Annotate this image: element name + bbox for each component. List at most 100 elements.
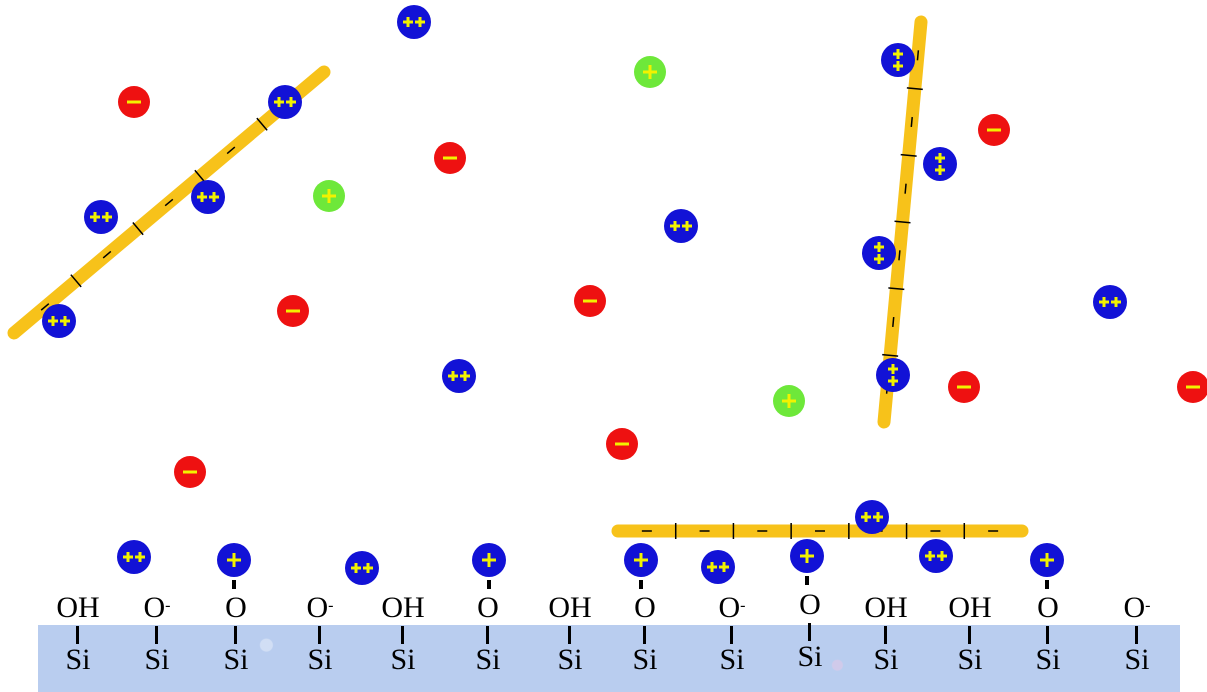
surface-group-label: O	[780, 590, 840, 620]
surface-group-label: O	[615, 593, 675, 623]
cation-body	[1093, 285, 1127, 319]
rod-segment-mark	[894, 220, 911, 224]
group-text: O	[225, 591, 247, 624]
bound-cation	[1030, 543, 1064, 577]
bound-cation	[472, 543, 506, 577]
polyelectrolyte-rod	[7, 65, 331, 340]
surface-group-label: OH	[48, 593, 108, 623]
cation-body	[664, 209, 698, 243]
surface-group-label: OH	[940, 593, 1000, 623]
charge-superscript: -	[740, 597, 746, 614]
cation-body	[268, 85, 302, 119]
cation-body	[345, 551, 379, 585]
silicon-label: Si	[223, 643, 249, 676]
rod-segment-mark	[70, 274, 82, 288]
silicon-label: Si	[65, 643, 91, 676]
monovalent-cation	[313, 180, 345, 212]
silicon-label: Si	[632, 643, 658, 676]
si-o-bond	[730, 626, 733, 644]
group-text: O	[718, 591, 741, 624]
rod-charge-mark	[892, 316, 895, 328]
si-o-bond	[884, 626, 887, 644]
group-text: O	[799, 588, 821, 621]
cation-body	[442, 359, 476, 393]
si-o-bond	[155, 626, 158, 644]
silicon-label: Si	[719, 643, 745, 676]
divalent-cation	[191, 180, 225, 214]
group-text: OH	[56, 591, 100, 624]
silicon-label: Si	[390, 643, 416, 676]
divalent-cation	[876, 358, 910, 392]
surface-group-label: O	[1018, 593, 1078, 623]
divalent-cation	[862, 236, 896, 270]
surface-group-label: O-	[127, 593, 187, 623]
si-o-bond	[968, 626, 971, 644]
monovalent-cation	[634, 56, 666, 88]
group-text: O	[143, 591, 166, 624]
divalent-cation	[442, 359, 476, 393]
group-text: O	[306, 591, 329, 624]
cation-body	[881, 43, 915, 77]
group-text: OH	[548, 591, 592, 624]
silicon-label: Si	[475, 643, 501, 676]
divalent-cation	[117, 540, 151, 574]
group-text: OH	[864, 591, 908, 624]
si-o-bond	[1046, 626, 1049, 644]
monovalent-cation	[773, 385, 805, 417]
anion	[277, 295, 309, 327]
divalent-cation	[664, 209, 698, 243]
si-o-bond	[1135, 626, 1138, 644]
si-o-bond	[76, 626, 79, 644]
group-text: O	[477, 591, 499, 624]
divalent-cation	[397, 5, 431, 39]
group-text: O	[1123, 591, 1146, 624]
silica-surface	[38, 625, 1180, 692]
surface-group-label: O	[458, 593, 518, 623]
rod-charge-mark	[898, 250, 901, 261]
rod-charge-mark	[916, 50, 920, 61]
si-o-bond	[486, 626, 489, 644]
divalent-cation	[701, 550, 735, 584]
surface-group-label: OH	[856, 593, 916, 623]
bound-cation	[624, 543, 658, 577]
anion	[434, 142, 466, 174]
rod-segment-mark	[132, 221, 144, 236]
si-o-bond	[568, 626, 571, 644]
rod-charge-mark	[904, 183, 907, 194]
silicon-label: Si	[873, 643, 899, 676]
surface-group-label: O-	[1107, 593, 1167, 623]
cation-body	[855, 500, 889, 534]
anion	[978, 114, 1010, 146]
rod-segment-mark	[882, 353, 899, 357]
bound-cation	[790, 539, 824, 573]
rod-charge-mark	[102, 250, 112, 259]
anion	[118, 86, 150, 118]
rod-segment-mark	[888, 287, 905, 291]
surface-group-label: OH	[373, 593, 433, 623]
charge-superscript: -	[1145, 597, 1151, 614]
anion	[606, 428, 638, 460]
si-o-bond	[643, 626, 646, 644]
divalent-cation	[1093, 285, 1127, 319]
cation-body	[191, 180, 225, 214]
rod-charge-mark	[226, 146, 236, 155]
group-text: O	[1037, 591, 1059, 624]
rod-charge-mark	[40, 303, 50, 311]
silicon-label: Si	[797, 640, 823, 673]
silicon-label: Si	[1124, 643, 1150, 676]
rod-segment-mark	[900, 153, 917, 157]
cation-body	[117, 540, 151, 574]
silicon-label: Si	[1035, 643, 1061, 676]
bound-cation	[217, 543, 251, 577]
divalent-cation	[923, 147, 957, 181]
divalent-cation	[268, 85, 302, 119]
charge-superscript: -	[328, 597, 334, 614]
rod-segment-mark	[906, 87, 923, 91]
cation-body	[919, 539, 953, 573]
rod-segment-mark	[194, 169, 206, 184]
silicon-label: Si	[957, 643, 983, 676]
rod-charge-mark	[910, 116, 913, 128]
charge-superscript: -	[165, 597, 171, 614]
